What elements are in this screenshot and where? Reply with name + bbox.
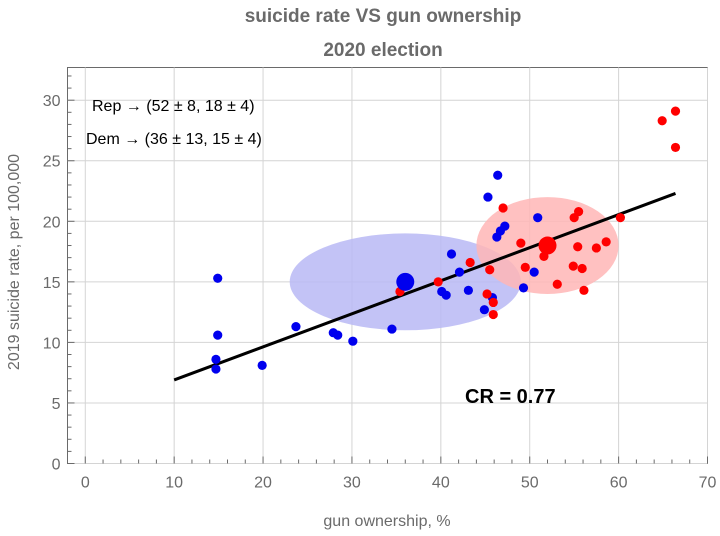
fit-line [173,192,677,382]
rep-point [615,213,625,223]
y-tick-label: 10 [43,335,61,352]
rep-point [569,213,579,223]
dem-point [257,360,267,371]
dem-point [533,213,543,223]
chart-subtitle: 2020 election [323,40,442,61]
y-axis-label: 2019 suicide rate, per 100,000 [6,154,23,370]
x-tick-label: 20 [254,475,272,492]
dem-point [211,364,221,374]
dem-point [529,267,539,277]
y-tick-label: 30 [43,93,61,110]
y-tick-label: 20 [43,214,61,231]
dem-point [348,336,358,346]
rep-point [516,238,526,248]
y-tick-label: 25 [43,154,61,171]
rep-point [573,242,583,252]
dem-point [213,273,223,283]
rep-point [577,263,587,274]
y-tick-label: 5 [52,396,61,413]
axis-ticks: 0 10 20 30 40 50 60 70 0 5 10 15 20 25 30 [43,75,717,492]
rep-point [482,289,492,299]
dem-point [463,285,473,295]
x-tick-label: 10 [165,475,183,492]
x-tick-label: 50 [521,475,539,492]
confidence-ellipses [289,197,619,331]
rep-mean-point [538,236,557,255]
fit-line-group [173,192,677,382]
x-axis-label: gun ownership, % [323,513,450,530]
dem-point [213,330,223,340]
x-tick-label: 0 [81,475,90,492]
x-tick-label: 40 [432,475,450,492]
dem-point [446,249,457,259]
x-tick-label: 30 [343,475,361,492]
series-means [396,236,557,291]
rep-point [433,277,443,287]
correlation-annotation: CR = 0.77 [465,386,556,408]
dem-point [291,322,301,332]
scatter-points [211,106,681,374]
chart-title: suicide rate VS gun ownership [245,6,522,27]
rep-point [552,279,562,289]
rep-point [568,261,578,271]
rep-point [670,106,681,116]
rep-point [498,203,508,213]
rep-point [670,142,681,153]
x-tick-label: 60 [610,475,628,492]
dem-mean-point [396,272,415,291]
rep-point [591,243,601,253]
dem-point [333,330,343,340]
rep-point [520,262,530,272]
y-tick-label: 15 [43,275,61,292]
x-tick-label: 70 [699,475,717,492]
dem-point [387,324,397,334]
rep-point [465,257,475,268]
rep-point [488,297,498,308]
rep-point [488,309,498,320]
legend-entry-rep: Rep → (52 ± 8, 18 ± 4) [92,98,255,115]
dem-point [454,267,465,277]
rep-point [657,116,667,126]
rep-point [579,285,589,295]
dem-point [493,170,503,180]
dem-point [211,354,221,364]
dem-point [479,305,489,315]
dem-point [483,192,493,202]
y-tick-label: 0 [52,457,61,474]
dem-point [441,290,451,300]
rep-point [601,237,611,247]
dem-point [492,232,502,242]
dem-point [518,283,529,293]
legend-entry-dem: Dem → (36 ± 13, 15 ± 4) [86,131,262,148]
rep-point [485,265,495,275]
